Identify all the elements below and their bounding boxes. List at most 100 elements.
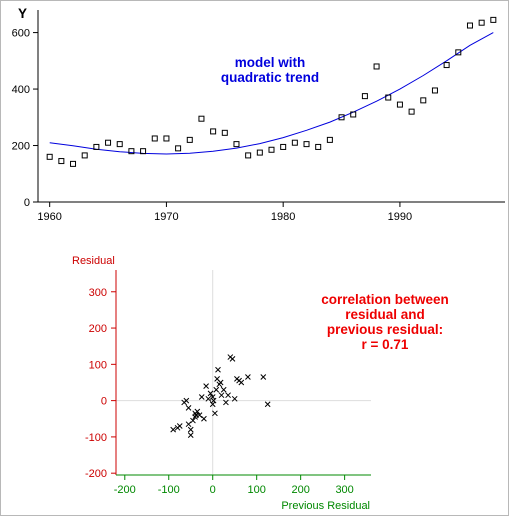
annotation-line: r = 0.71 (362, 337, 409, 352)
x-tick-label: 200 (291, 484, 309, 496)
data-point (385, 94, 392, 101)
residual-point (238, 379, 245, 386)
y-tick-label: 0 (24, 197, 30, 209)
x-tick-label: 1960 (37, 211, 61, 223)
data-point (128, 148, 135, 155)
data-point (151, 135, 158, 142)
data-point (268, 146, 275, 153)
data-point (455, 49, 462, 56)
residual-point (183, 397, 190, 404)
data-point (350, 111, 357, 118)
y-axis-title: Y (18, 6, 27, 21)
residual-point (192, 414, 198, 420)
residual-point (203, 383, 209, 389)
residual-point (185, 405, 192, 411)
y-tick-label: 600 (12, 28, 30, 40)
residual-point (201, 415, 207, 422)
residual-point (198, 394, 205, 400)
residual-point (210, 397, 217, 404)
data-point (140, 148, 147, 155)
residual-point (225, 392, 231, 399)
residual-point (212, 410, 218, 417)
data-point (186, 136, 193, 143)
y-tick-label: -200 (85, 468, 107, 480)
residual-point (215, 366, 221, 373)
data-point (408, 108, 415, 115)
residual-point (170, 426, 177, 433)
x-tick-label: -200 (114, 484, 136, 496)
annotation-line: model with (235, 55, 306, 70)
data-point (338, 114, 345, 121)
residual-point (187, 426, 194, 433)
data-point (280, 143, 287, 150)
residual-point (260, 374, 267, 380)
data-point (105, 139, 112, 146)
annotation-line: quadratic trend (221, 70, 319, 85)
residual-point (185, 421, 192, 428)
x-tick-label: 1990 (388, 211, 412, 223)
data-point (466, 22, 473, 29)
residual-point (223, 399, 229, 406)
data-point (490, 16, 497, 23)
x-tick-label: -100 (158, 484, 180, 496)
residual-point (245, 374, 251, 380)
data-point (291, 139, 298, 146)
x-tick-label: 1970 (154, 211, 178, 223)
residual-point (205, 395, 212, 402)
residual-point (190, 417, 196, 424)
data-point (175, 145, 182, 152)
residual-point (187, 432, 194, 438)
annotation-line: residual and (345, 307, 425, 322)
x-tick-label: 0 (210, 484, 216, 496)
annotation-line: correlation between (321, 292, 449, 307)
y-tick-label: 200 (12, 141, 30, 153)
data-point (478, 19, 485, 26)
residual-point (231, 395, 238, 402)
data-point (431, 87, 438, 94)
data-point (361, 93, 368, 100)
x-tick-label: 1980 (271, 211, 295, 223)
residual-point (176, 423, 183, 429)
data-point (420, 97, 427, 104)
residual-point (217, 379, 224, 386)
data-point (303, 141, 310, 148)
annotation-line: previous residual: (327, 322, 443, 337)
residual-point (213, 386, 220, 393)
data-point (256, 149, 263, 156)
residual-point (264, 401, 271, 408)
data-point (221, 129, 228, 136)
data-point (326, 136, 333, 143)
data-point (70, 160, 77, 167)
y-axis-title: Residual (72, 255, 115, 267)
data-point (93, 143, 100, 150)
data-point (233, 141, 240, 148)
residual-point (207, 390, 214, 397)
y-tick-label: 200 (89, 323, 107, 335)
data-point (58, 158, 65, 165)
data-point (116, 141, 123, 148)
data-point (210, 128, 217, 135)
residual-point (218, 392, 225, 399)
residual-point (220, 386, 227, 393)
data-point (81, 152, 88, 159)
residual-point (194, 408, 201, 415)
y-tick-label: 0 (101, 396, 107, 408)
data-point (396, 101, 403, 108)
x-tick-label: 300 (335, 484, 353, 496)
x-tick-label: 100 (248, 484, 266, 496)
y-tick-label: 400 (12, 84, 30, 96)
residual-point (196, 412, 203, 418)
data-point (163, 135, 170, 142)
y-tick-label: -100 (85, 432, 107, 444)
data-point (198, 115, 205, 122)
trend-line (49, 32, 494, 155)
residual-chart: -200 -100 0 100 200 300 -200 -100 0 100 200 300 Resi… (72, 255, 449, 512)
data-point (46, 153, 53, 160)
y-tick-label: 300 (89, 287, 107, 299)
data-point (315, 143, 322, 150)
data-point (373, 63, 380, 70)
data-point (443, 62, 450, 69)
